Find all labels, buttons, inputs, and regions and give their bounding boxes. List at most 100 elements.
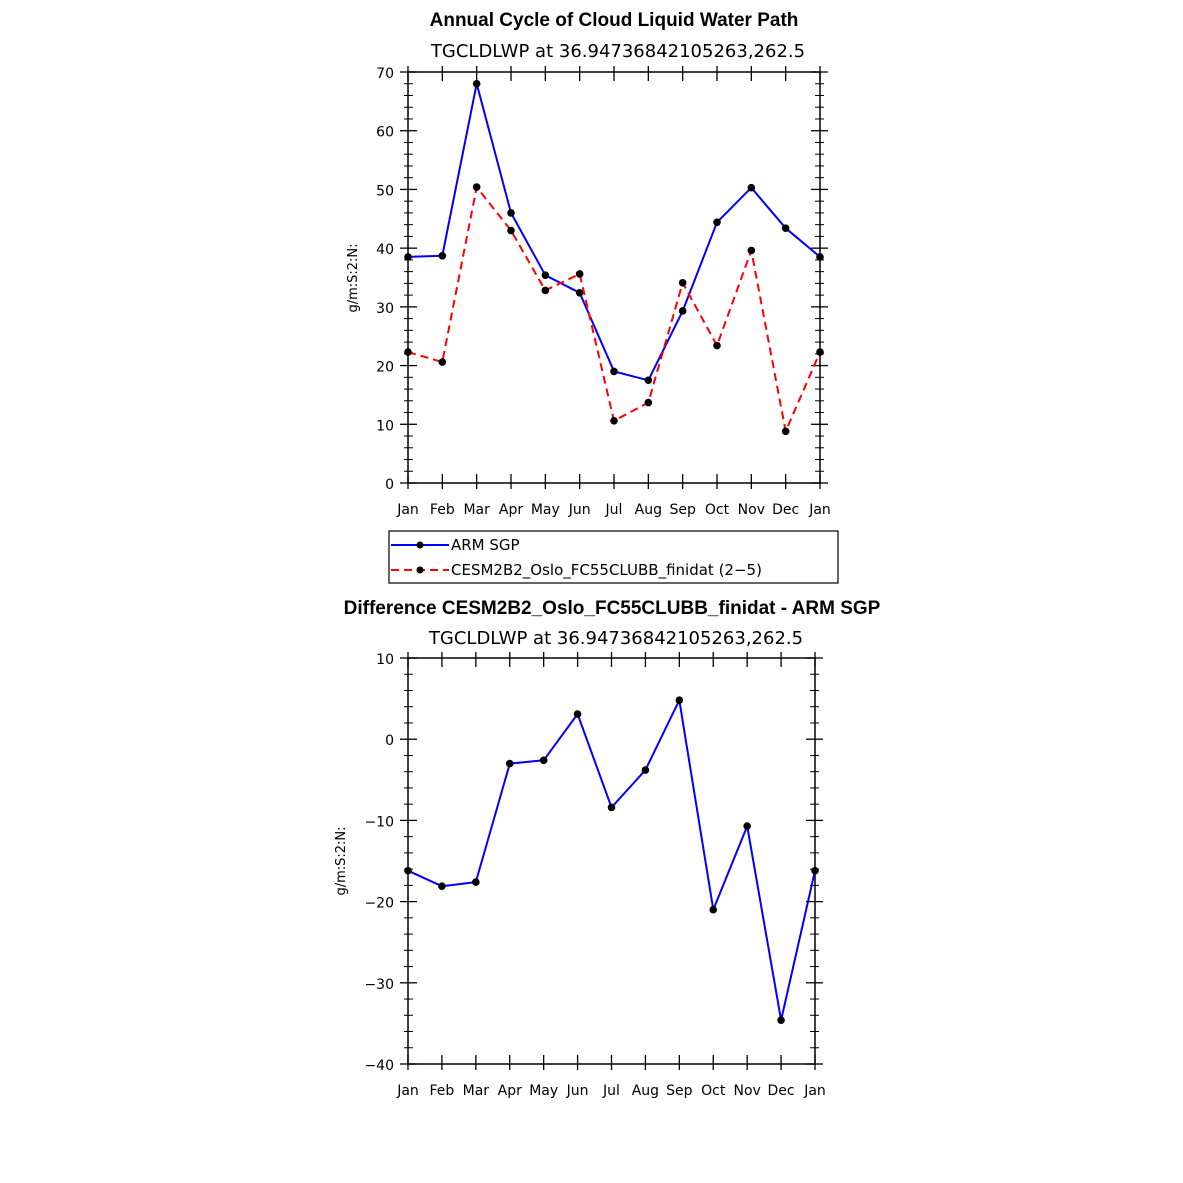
bottom-xtick-label: Jul [602,1083,620,1099]
top-ytick-label: 30 [376,301,394,317]
top-series-0-point [816,253,824,261]
top-series-1-point [644,398,653,407]
bottom-xtick-label: May [529,1083,558,1099]
top-xtick-label: Apr [499,502,523,518]
top-subtitle: TGCLDLWP at 36.94736842105263,262.5 [430,41,805,62]
bottom-series-line-0 [407,699,816,1022]
top-series-0-point [404,253,412,261]
bottom-series-0-point [505,759,514,768]
bottom-series-0-point [675,696,684,705]
top-series-1-point [438,358,447,366]
top-series-1-point [713,341,721,350]
bottom-series-0-point [777,1016,785,1024]
bottom-ytick-label: 0 [385,733,394,749]
bottom-xtick-label: Jan [396,1083,419,1099]
top-ytick-label: 10 [376,418,394,434]
top-xtick-label: Jun [568,502,591,518]
bottom-xtick-label: Feb [430,1083,455,1099]
bottom-series-0-point [404,866,412,875]
top-xtick-label: Sep [669,502,696,518]
bottom-xtick-label: Oct [701,1083,726,1099]
bottom-panel: Difference CESM2B2_Oslo_FC55CLUBB_finida… [334,598,881,1099]
bottom-y-axis-label: g/m:S:2:N: [334,826,349,895]
top-series-0-point [713,218,721,227]
bottom-xtick-label: Aug [632,1083,659,1099]
top-ytick-label: 40 [376,242,394,258]
top-series-0-point [781,224,790,232]
bottom-series-0-point [472,878,480,886]
top-series [404,79,824,436]
bottom-series-0-point [811,866,819,875]
bottom-axes: −40 −30 −20 −10 0 10 Jan Feb Mar Apr May Jun Jul Aug S… [364,652,826,1099]
top-series-0-point [438,251,447,260]
bottom-ytick-label: −40 [364,1058,394,1074]
bottom-xtick-label: Mar [463,1083,490,1099]
top-series-1-point [678,278,687,287]
top-xtick-label: May [531,502,560,518]
bottom-xtick-label: Apr [498,1083,522,1099]
top-series-1-point [816,348,824,356]
top-series-0-point [507,209,515,217]
legend-marker-cesm [416,566,424,574]
top-series-0-point [575,288,584,297]
top-series-line-1 [407,186,821,433]
bottom-xtick-label: Sep [666,1083,693,1099]
top-series-1-point [610,416,618,425]
top-series-0-point [472,79,481,88]
top-series-line-0 [407,82,821,382]
bottom-series-0-point [573,710,582,718]
top-xtick-label: Nov [738,502,765,518]
top-xtick-label: Aug [635,502,662,518]
legend: ARM SGP CESM2B2_Oslo_FC55CLUBB_finidat (… [388,530,839,584]
bottom-series-0-point [641,766,650,774]
bottom-ytick-label: −20 [364,896,394,912]
top-ytick-label: 0 [385,477,394,493]
bottom-ytick-label: −10 [364,814,394,830]
top-ytick-label: 20 [376,360,394,376]
top-ytick-label: 70 [376,66,394,82]
legend-box [388,530,839,584]
bottom-series-0-point [539,756,548,765]
bottom-series-0-point [709,905,718,914]
legend-marker-arm [416,541,424,549]
top-series-1-point [575,270,584,278]
top-panel: Annual Cycle of Cloud Liquid Water Path … [346,10,831,518]
top-xtick-label: Mar [463,502,490,518]
bottom-xtick-label: Jan [803,1083,826,1099]
legend-label-arm: ARM SGP [451,536,520,554]
bottom-series-0-point [607,803,616,812]
top-series-0-point [747,183,756,192]
bottom-xtick-label: Dec [768,1083,795,1099]
legend-label-cesm: CESM2B2_Oslo_FC55CLUBB_finidat (2−5) [451,561,762,580]
bottom-subtitle: TGCLDLWP at 36.94736842105263,262.5 [428,628,803,649]
top-series-0-point [678,307,687,315]
top-series-1-point [404,348,412,356]
bottom-series-0-point [438,882,446,890]
bottom-ytick-label: −30 [364,977,394,993]
top-ytick-label: 50 [376,183,394,199]
top-series-1-point [747,246,756,255]
top-xtick-label: Dec [772,502,799,518]
top-series-0-point [610,367,618,376]
top-xtick-label: Jan [396,502,419,518]
top-series-1-point [541,286,550,295]
top-y-axis-label: g/m:S:2:N: [346,243,361,312]
bottom-xtick-label: Nov [734,1083,761,1099]
top-xtick-label: Jul [605,502,623,518]
top-xtick-label: Oct [705,502,730,518]
top-series-0-point [644,376,653,385]
top-series-1-point [781,427,790,436]
top-ytick-label: 60 [376,125,394,141]
bottom-series-0-point [743,822,751,830]
top-axes: 0 10 20 30 40 50 60 70 Jan Feb Mar Apr May Jun Jul Aug S… [376,66,831,518]
top-series-1-point [507,226,515,235]
top-xtick-label: Feb [430,502,455,518]
top-title: Annual Cycle of Cloud Liquid Water Path [430,10,799,31]
bottom-xtick-label: Jun [566,1083,589,1099]
bottom-series [404,696,819,1024]
top-series-0-point [541,271,550,279]
bottom-ytick-label: 10 [376,652,394,668]
bottom-title: Difference CESM2B2_Oslo_FC55CLUBB_finida… [344,598,881,619]
top-xtick-label: Jan [808,502,831,518]
